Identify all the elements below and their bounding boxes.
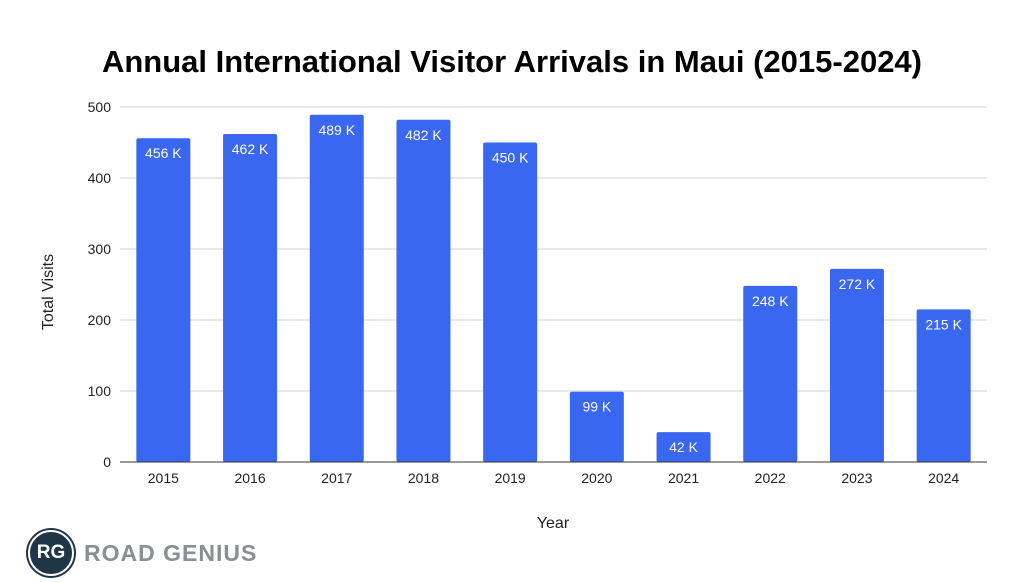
bar [309, 114, 364, 462]
x-tick-label: 2015 [148, 470, 179, 486]
bar [136, 138, 191, 463]
data-label: 42 K [669, 439, 698, 455]
bar [916, 309, 971, 462]
data-label: 272 K [839, 276, 876, 292]
x-tick-label: 2023 [841, 470, 872, 486]
data-label: 248 K [752, 293, 789, 309]
y-tick-label: 400 [88, 170, 112, 186]
bar [743, 285, 798, 462]
road-genius-logo: RG ROAD GENIUS [28, 530, 257, 576]
logo-badge: RG [28, 530, 74, 576]
bar [829, 268, 884, 462]
x-tick-label: 2024 [928, 470, 959, 486]
y-tick-label: 200 [88, 312, 112, 328]
bar [656, 432, 711, 462]
y-axis-label: Total Visits [40, 254, 57, 330]
data-label: 456 K [145, 145, 182, 161]
y-tick-label: 0 [103, 454, 111, 470]
y-tick-label: 500 [88, 99, 112, 115]
chart-title: Annual International Visitor Arrivals in… [101, 44, 923, 79]
x-tick-label: 2020 [581, 470, 612, 486]
x-tick-label: 2017 [321, 470, 352, 486]
data-label: 99 K [582, 399, 611, 415]
data-label: 489 K [318, 122, 355, 138]
y-tick-label: 100 [88, 383, 112, 399]
bar [223, 133, 278, 463]
bar [569, 391, 624, 462]
x-tick-label: 2018 [408, 470, 439, 486]
data-label: 450 K [492, 150, 529, 166]
x-tick-label: 2022 [755, 470, 786, 486]
bar [396, 119, 451, 462]
data-label: 215 K [925, 316, 962, 332]
logo-text: ROAD GENIUS [84, 539, 258, 566]
x-axis-label: Year [537, 515, 570, 532]
x-tick-label: 2019 [495, 470, 526, 486]
y-tick-label: 300 [88, 241, 112, 257]
x-tick-label: 2021 [668, 470, 699, 486]
data-label: 462 K [232, 141, 269, 157]
data-label: 482 K [405, 127, 442, 143]
x-tick-label: 2016 [234, 470, 265, 486]
bar [483, 142, 538, 462]
